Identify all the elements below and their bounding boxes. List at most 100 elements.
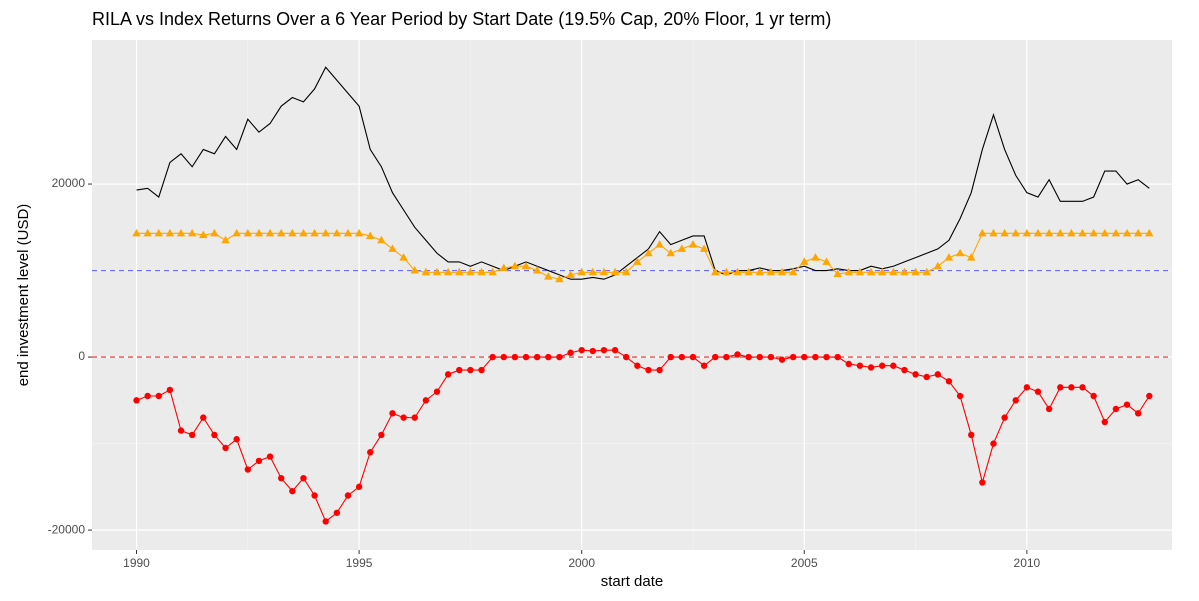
- point: [1000, 228, 1009, 237]
- point: [155, 392, 162, 400]
- point: [400, 414, 407, 421]
- point: [955, 248, 965, 257]
- point: [611, 346, 619, 354]
- point: [354, 228, 364, 237]
- point: [789, 353, 797, 361]
- point: [467, 366, 474, 374]
- point: [132, 228, 141, 237]
- point: [756, 353, 763, 361]
- point: [410, 266, 419, 274]
- y-tick-label: 0: [78, 349, 85, 363]
- point: [211, 431, 218, 439]
- point: [500, 353, 507, 361]
- point: [1034, 388, 1042, 395]
- x-tick-label: 1995: [346, 556, 373, 570]
- series-line: [136, 66, 1150, 280]
- point: [433, 388, 441, 395]
- point: [755, 267, 764, 276]
- point: [1146, 392, 1153, 400]
- point: [688, 240, 698, 248]
- point: [422, 397, 430, 404]
- point: [1133, 228, 1143, 237]
- point: [188, 431, 196, 439]
- point: [933, 261, 943, 270]
- point: [655, 240, 664, 248]
- point: [923, 373, 930, 381]
- point: [589, 347, 597, 355]
- point: [143, 228, 152, 237]
- point: [277, 228, 286, 237]
- point: [144, 392, 151, 400]
- point: [278, 474, 285, 482]
- point: [355, 483, 363, 491]
- panel: [92, 40, 1172, 550]
- point: [456, 366, 463, 374]
- point: [979, 479, 986, 486]
- point: [367, 449, 374, 456]
- point: [1111, 228, 1121, 237]
- chart-title: RILA vs Index Returns Over a 6 Year Peri…: [92, 9, 831, 29]
- x-axis-label: start date: [601, 573, 664, 590]
- point: [567, 349, 574, 356]
- point: [699, 244, 709, 252]
- point: [344, 492, 352, 499]
- point: [778, 356, 786, 363]
- point: [533, 353, 541, 361]
- point: [734, 351, 741, 358]
- point: [600, 346, 608, 354]
- point: [1057, 384, 1064, 391]
- point: [745, 353, 752, 361]
- point: [1022, 228, 1032, 237]
- point: [265, 228, 275, 237]
- y-tick-label: -20000: [48, 522, 86, 536]
- point: [855, 267, 865, 276]
- point: [333, 509, 341, 516]
- point: [1090, 392, 1097, 400]
- point: [934, 371, 942, 378]
- point: [166, 386, 174, 394]
- point: [812, 353, 819, 361]
- point: [967, 253, 976, 261]
- point: [1001, 414, 1008, 421]
- point: [210, 228, 219, 237]
- point: [777, 267, 787, 276]
- point: [644, 248, 653, 257]
- point: [299, 228, 308, 237]
- point: [744, 267, 753, 276]
- point: [187, 228, 197, 237]
- point: [599, 267, 609, 276]
- point: [1011, 228, 1020, 237]
- point: [255, 457, 263, 465]
- point: [477, 267, 486, 276]
- point: [867, 364, 875, 371]
- point: [444, 371, 452, 378]
- point: [912, 371, 919, 378]
- point: [366, 231, 375, 239]
- point: [511, 353, 519, 361]
- point: [1056, 228, 1065, 237]
- point: [1100, 228, 1109, 237]
- point: [321, 228, 330, 237]
- point: [199, 230, 208, 239]
- point: [389, 410, 396, 417]
- point: [1068, 384, 1075, 391]
- point: [411, 414, 418, 421]
- point: [622, 267, 631, 276]
- point: [767, 353, 775, 361]
- point: [856, 362, 864, 369]
- point: [633, 257, 642, 265]
- point: [332, 228, 342, 237]
- point: [677, 244, 687, 252]
- point: [578, 346, 585, 354]
- point: [634, 362, 641, 369]
- y-tick-label: 20000: [52, 176, 86, 190]
- point: [833, 269, 842, 278]
- point: [877, 267, 887, 276]
- point: [577, 267, 586, 276]
- point: [1079, 384, 1086, 391]
- point: [889, 267, 898, 276]
- point: [388, 244, 397, 252]
- point: [177, 427, 185, 434]
- point: [700, 362, 708, 369]
- point: [266, 453, 274, 460]
